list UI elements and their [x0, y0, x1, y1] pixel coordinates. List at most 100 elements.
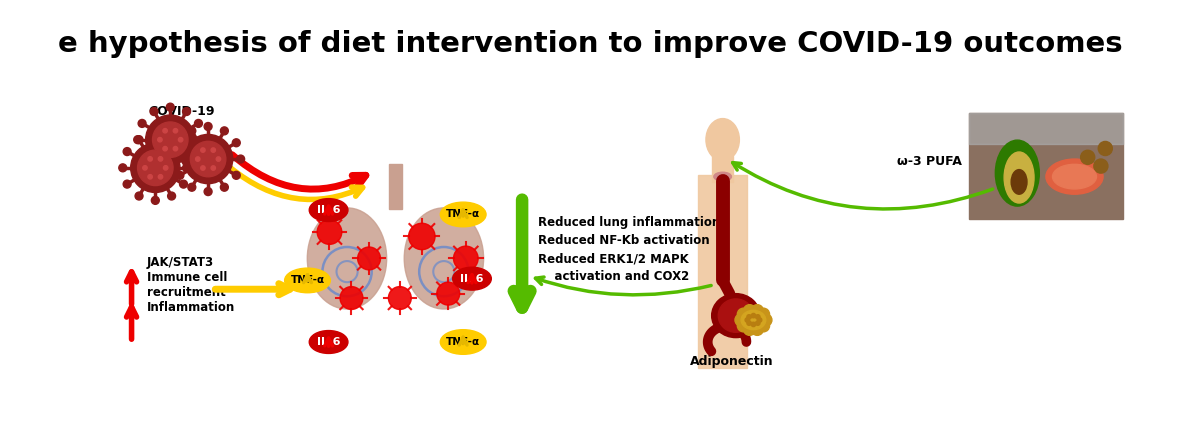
Circle shape: [147, 175, 152, 179]
Circle shape: [176, 139, 184, 147]
Circle shape: [751, 322, 756, 327]
Circle shape: [151, 131, 159, 139]
Circle shape: [136, 192, 143, 200]
Circle shape: [751, 313, 756, 318]
Circle shape: [150, 164, 158, 172]
Circle shape: [755, 321, 760, 325]
Circle shape: [184, 164, 191, 172]
Circle shape: [195, 157, 200, 161]
Circle shape: [757, 318, 762, 322]
Circle shape: [152, 122, 188, 157]
Circle shape: [436, 282, 460, 305]
Circle shape: [138, 152, 146, 160]
Circle shape: [358, 247, 380, 270]
Ellipse shape: [718, 299, 754, 332]
Ellipse shape: [1046, 159, 1103, 194]
Circle shape: [190, 141, 226, 177]
Circle shape: [180, 180, 188, 188]
Circle shape: [389, 287, 411, 309]
Circle shape: [178, 138, 183, 142]
Circle shape: [735, 314, 748, 326]
Circle shape: [138, 120, 146, 128]
Ellipse shape: [713, 172, 731, 181]
Circle shape: [168, 136, 176, 144]
Circle shape: [751, 323, 763, 336]
Circle shape: [183, 134, 233, 184]
Circle shape: [176, 171, 184, 179]
Circle shape: [216, 157, 221, 161]
Ellipse shape: [741, 310, 766, 330]
Ellipse shape: [995, 140, 1039, 206]
Circle shape: [232, 139, 240, 147]
Ellipse shape: [1005, 152, 1034, 203]
Circle shape: [453, 246, 478, 271]
Text: IL-6: IL-6: [316, 337, 340, 347]
Circle shape: [134, 136, 141, 144]
Circle shape: [188, 183, 196, 191]
Circle shape: [237, 155, 245, 163]
Circle shape: [755, 315, 760, 319]
Circle shape: [143, 165, 147, 170]
Circle shape: [163, 128, 168, 133]
Circle shape: [183, 164, 190, 172]
Text: Reduced lung inflammation
Reduced NF-Kb activation
Reduced ERK1/2 MAPK
    activ: Reduced lung inflammation Reduced NF-Kb …: [537, 216, 721, 283]
Circle shape: [188, 127, 196, 135]
Text: e hypothesis of diet intervention to improve COVID-19 outcomes: e hypothesis of diet intervention to imp…: [58, 30, 1124, 58]
Ellipse shape: [440, 202, 486, 227]
Circle shape: [174, 128, 177, 133]
Ellipse shape: [307, 208, 386, 309]
Circle shape: [205, 188, 212, 195]
Ellipse shape: [1052, 164, 1096, 189]
Circle shape: [757, 308, 769, 320]
Bar: [389, 164, 402, 209]
Circle shape: [1081, 150, 1095, 164]
Ellipse shape: [440, 330, 486, 354]
Circle shape: [220, 127, 228, 135]
Bar: [969, 113, 1122, 219]
Circle shape: [163, 165, 168, 170]
Circle shape: [743, 305, 756, 317]
Circle shape: [124, 148, 131, 155]
Circle shape: [317, 220, 341, 244]
Circle shape: [199, 136, 207, 144]
Ellipse shape: [309, 330, 348, 354]
Circle shape: [124, 180, 131, 188]
Text: Adiponectin: Adiponectin: [690, 355, 773, 368]
Circle shape: [409, 223, 435, 250]
Circle shape: [212, 166, 215, 170]
Circle shape: [757, 320, 769, 332]
Circle shape: [212, 148, 215, 152]
Circle shape: [747, 321, 751, 325]
Circle shape: [205, 123, 212, 131]
Ellipse shape: [309, 199, 348, 221]
Circle shape: [201, 166, 206, 170]
Circle shape: [151, 197, 159, 204]
Circle shape: [145, 115, 195, 164]
Circle shape: [760, 314, 772, 326]
Text: TNF-α: TNF-α: [446, 337, 480, 347]
Ellipse shape: [712, 293, 760, 338]
Circle shape: [232, 171, 240, 179]
Circle shape: [180, 148, 188, 155]
Circle shape: [158, 157, 163, 161]
Text: JAK/STAT3
Immune cell
recruitment
Inflammation: JAK/STAT3 Immune cell recruitment Inflam…: [146, 256, 234, 314]
Circle shape: [751, 305, 763, 317]
Circle shape: [195, 120, 202, 128]
Bar: [698, 175, 748, 368]
Circle shape: [166, 103, 175, 111]
Circle shape: [171, 155, 180, 163]
Circle shape: [746, 318, 749, 322]
Circle shape: [220, 183, 228, 191]
Circle shape: [183, 107, 190, 115]
Circle shape: [158, 138, 162, 142]
Circle shape: [201, 148, 206, 152]
Circle shape: [1094, 159, 1108, 173]
Text: IL-6: IL-6: [460, 274, 484, 284]
Circle shape: [136, 136, 143, 144]
Circle shape: [1099, 141, 1113, 155]
Circle shape: [150, 107, 158, 115]
Text: TNF-α: TNF-α: [446, 210, 480, 219]
Ellipse shape: [706, 119, 740, 161]
Ellipse shape: [453, 267, 491, 290]
Circle shape: [195, 152, 202, 160]
